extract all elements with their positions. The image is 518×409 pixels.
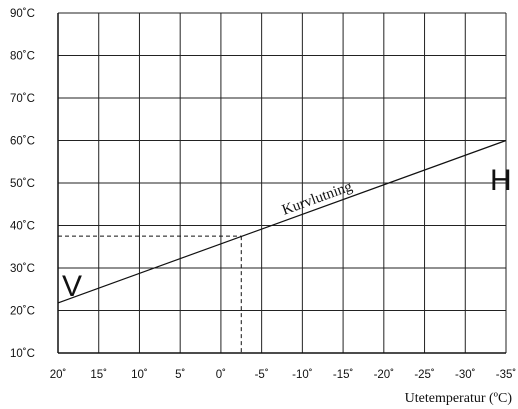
x-tick-label: -15˚	[333, 369, 353, 381]
x-tick-label: -5˚	[255, 369, 269, 381]
grid	[58, 12, 507, 353]
x-axis-title: Utetemperatur (ºC)	[405, 391, 513, 406]
x-tick-label: -30˚	[455, 369, 475, 381]
y-tick-labels: 10˚C 20˚C 30˚C 40˚C 50˚C 60˚C 70˚C 80˚C 90˚C	[10, 8, 35, 360]
y-tick-label: 20˚C	[10, 306, 35, 318]
axes	[57, 13, 506, 354]
series-layer	[57, 139, 507, 304]
y-tick-label: 70˚C	[10, 93, 35, 105]
x-tick-label: 5˚	[175, 369, 185, 381]
right-end-label: H	[490, 164, 512, 197]
y-tick-label: 80˚C	[10, 51, 35, 63]
reference-lines	[58, 235, 242, 353]
x-tick-label: -10˚	[292, 369, 312, 381]
x-tick-label: 20˚	[50, 369, 67, 381]
series-line-kurvlutning	[57, 139, 507, 304]
x-tick-label: -20˚	[374, 369, 394, 381]
curve-label: Kurvlutning	[280, 178, 355, 218]
y-tick-label: 50˚C	[10, 178, 35, 190]
y-tick-label: 10˚C	[10, 348, 35, 360]
y-tick-label: 30˚C	[10, 263, 35, 275]
x-tick-labels: 20˚ 15˚ 10˚ 5˚ 0˚ -5˚ -10˚ -15˚ -20˚ -25˚ -30˚ -35˚	[50, 369, 517, 381]
y-tick-label: 90˚C	[10, 8, 35, 20]
x-tick-label: -35˚	[496, 369, 516, 381]
x-tick-label: 10˚	[131, 369, 148, 381]
x-tick-label: 15˚	[90, 369, 107, 381]
y-tick-label: 40˚C	[10, 221, 35, 233]
x-tick-label: 0˚	[216, 369, 226, 381]
y-tick-label: 60˚C	[10, 136, 35, 148]
x-tick-label: -25˚	[414, 369, 434, 381]
left-end-label: V	[62, 270, 82, 303]
